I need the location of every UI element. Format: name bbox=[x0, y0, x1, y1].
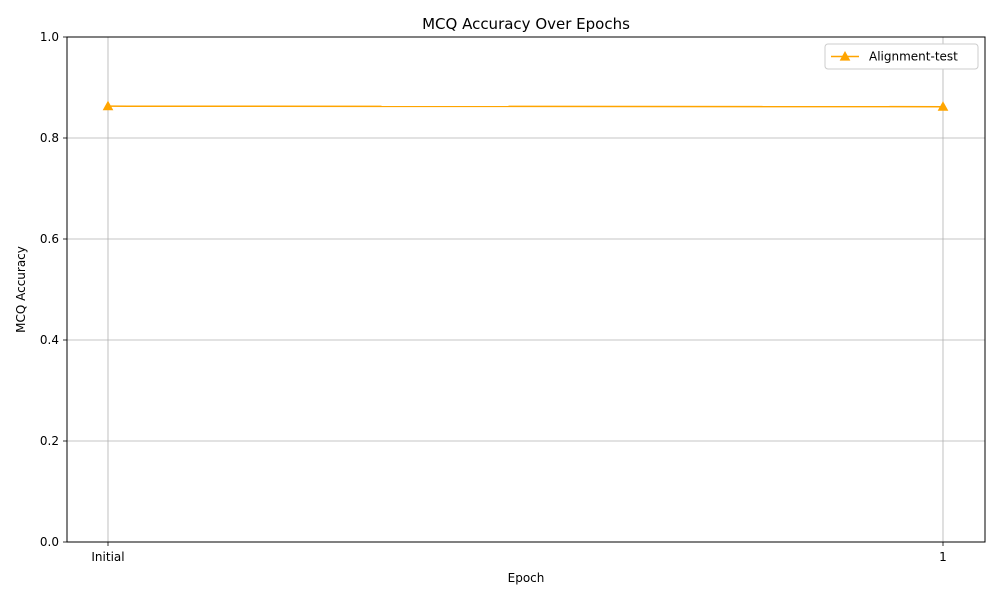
data-point-triangle bbox=[937, 101, 949, 111]
legend-marker-triangle-icon bbox=[839, 50, 851, 61]
x-axis-label: Epoch bbox=[508, 571, 545, 585]
plot-frame bbox=[66, 36, 986, 543]
legend-label: Alignment-test bbox=[869, 50, 958, 64]
tick-layer: 0.0 0.2 0.4 0.6 0.8 1.0 Initial 1 bbox=[40, 30, 947, 564]
y-tick-label: 0.4 bbox=[40, 333, 59, 347]
y-axis-label: MCQ Accuracy bbox=[14, 246, 28, 333]
y-tick-label: 0.0 bbox=[40, 535, 59, 549]
y-tick-label: 1.0 bbox=[40, 30, 59, 44]
data-point-triangle bbox=[102, 100, 114, 111]
chart-title: MCQ Accuracy Over Epochs bbox=[422, 15, 630, 33]
legend-box bbox=[824, 43, 979, 70]
y-tick-label: 0.8 bbox=[40, 131, 59, 145]
y-tick-label: 0.2 bbox=[40, 434, 59, 448]
x-tick-label: Initial bbox=[91, 550, 124, 564]
legend: Alignment-test bbox=[824, 43, 979, 70]
series-line bbox=[107, 105, 944, 108]
x-tick-label: 1 bbox=[939, 550, 947, 564]
data-layer bbox=[102, 100, 949, 111]
y-tick-label: 0.6 bbox=[40, 232, 59, 246]
